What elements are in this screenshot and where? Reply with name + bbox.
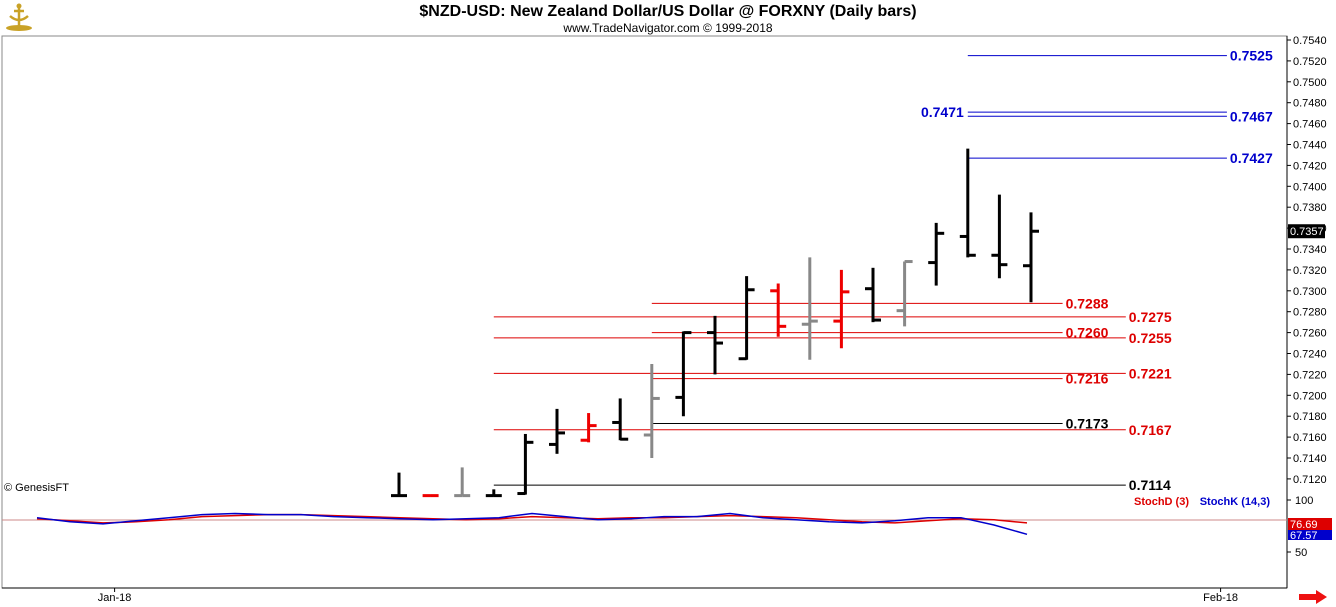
level-label: 0.7221 bbox=[1129, 365, 1172, 381]
ohlc-bar bbox=[959, 148, 976, 258]
ohlc-bar bbox=[707, 315, 723, 375]
stochD-value-badge bbox=[1288, 518, 1332, 530]
ohlc-bar bbox=[485, 489, 502, 498]
level-label: 0.7173 bbox=[1066, 416, 1109, 432]
ohlc-bar bbox=[865, 267, 881, 323]
stochK-legend: StochK (14,3) bbox=[1200, 496, 1271, 508]
ohlc-bar bbox=[422, 494, 439, 498]
price-tick-label: 0.7200 bbox=[1293, 390, 1327, 402]
price-tick-label: 0.7120 bbox=[1293, 474, 1327, 486]
chart-subtitle: www.TradeNavigator.com © 1999-2018 bbox=[563, 21, 773, 35]
price-tick-label: 0.7160 bbox=[1293, 432, 1327, 444]
stochD-legend: StochD (3) bbox=[1134, 496, 1189, 508]
stochD-line bbox=[36, 513, 1028, 524]
price-tick-label: 0.7220 bbox=[1293, 369, 1327, 381]
ohlc-bar bbox=[833, 269, 850, 349]
level-label: 0.7275 bbox=[1129, 309, 1172, 325]
chart-header: $NZD-USD: New Zealand Dollar/US Dollar @… bbox=[0, 0, 1336, 36]
ohlc-bar bbox=[643, 363, 660, 458]
chart-title: $NZD-USD: New Zealand Dollar/US Dollar @… bbox=[419, 3, 917, 20]
level-label: 0.7471 bbox=[921, 104, 964, 120]
ohlc-bar bbox=[580, 413, 597, 443]
level-label: 0.7167 bbox=[1129, 422, 1172, 438]
level-label: 0.7255 bbox=[1129, 330, 1172, 346]
level-label: 0.7427 bbox=[1230, 150, 1273, 166]
level-label: 0.7260 bbox=[1066, 325, 1109, 341]
stoch-tick-label: 50 bbox=[1295, 547, 1307, 559]
trade-navigator-logo-icon bbox=[6, 3, 32, 31]
price-tick-label: 0.7240 bbox=[1293, 349, 1327, 361]
price-tick-label: 0.7300 bbox=[1293, 286, 1327, 298]
price-tick-label: 0.7400 bbox=[1293, 181, 1327, 193]
scroll-right-arrow-icon[interactable] bbox=[1298, 590, 1328, 604]
price-tick-label: 0.7140 bbox=[1293, 453, 1327, 465]
price-tick-label: 0.7480 bbox=[1293, 98, 1327, 110]
genesis-watermark: © GenesisFT bbox=[4, 482, 69, 494]
stoch-tick-label: 100 bbox=[1295, 495, 1313, 507]
ohlc-bar bbox=[675, 331, 692, 417]
level-label: 0.7288 bbox=[1066, 295, 1109, 311]
ohlc-bar bbox=[991, 194, 1008, 279]
level-label: 0.7467 bbox=[1230, 108, 1273, 124]
ohlc-bar bbox=[612, 398, 629, 441]
time-tick-label: Feb-18 bbox=[1203, 592, 1238, 604]
stochK-value: 67.57 bbox=[1290, 530, 1318, 542]
ohlc-bar bbox=[738, 276, 755, 361]
price-tick-label: 0.7460 bbox=[1293, 119, 1327, 131]
price-tick-label: 0.7540 bbox=[1293, 35, 1327, 47]
price-tick-label: 0.7180 bbox=[1293, 411, 1327, 423]
level-label: 0.7525 bbox=[1230, 48, 1273, 64]
ohlc-bar bbox=[454, 467, 471, 498]
price-tick-label: 0.7500 bbox=[1293, 77, 1327, 89]
price-tick-label: 0.7420 bbox=[1293, 160, 1327, 172]
ohlc-bar bbox=[391, 472, 407, 498]
level-label: 0.7114 bbox=[1129, 477, 1171, 493]
price-tick-label: 0.7260 bbox=[1293, 328, 1327, 340]
last-price-badge bbox=[1288, 224, 1325, 239]
price-tick-label: 0.7340 bbox=[1293, 244, 1327, 256]
price-tick-label: 0.7520 bbox=[1293, 56, 1327, 68]
price-tick-label: 0.7320 bbox=[1293, 265, 1327, 277]
stochK-line bbox=[36, 512, 1028, 536]
time-tick-label: Jan-18 bbox=[98, 592, 132, 604]
last-price-label: 0.7357 bbox=[1290, 226, 1324, 238]
ohlc-bar bbox=[549, 408, 565, 454]
stochK-value-badge bbox=[1288, 530, 1332, 540]
ohlc-bar bbox=[1023, 212, 1039, 303]
plot-frame bbox=[1, 35, 1288, 589]
ohlc-bar bbox=[517, 433, 534, 496]
ohlc-bar bbox=[801, 257, 818, 360]
ohlc-bar bbox=[928, 222, 945, 286]
price-tick-label: 0.7380 bbox=[1293, 202, 1327, 214]
price-tick-label: 0.7280 bbox=[1293, 307, 1327, 319]
ohlc-bar bbox=[770, 283, 787, 337]
ohlc-bar bbox=[896, 260, 913, 327]
price-tick-label: 0.7440 bbox=[1293, 140, 1327, 152]
level-label: 0.7216 bbox=[1066, 371, 1109, 387]
stochD-value: 76.69 bbox=[1290, 519, 1318, 531]
